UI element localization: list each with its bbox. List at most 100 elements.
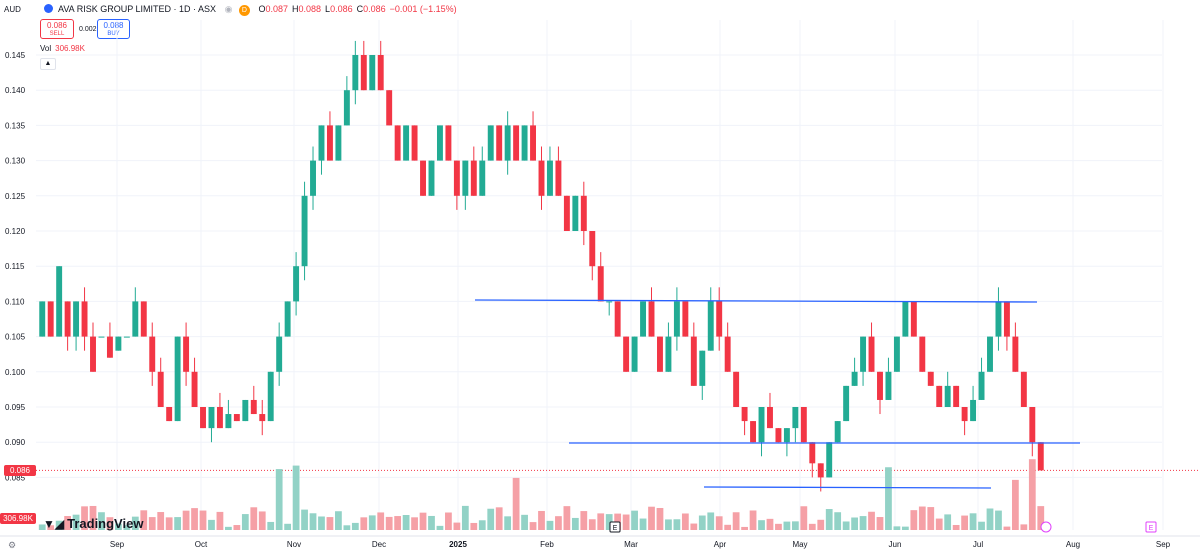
volume-bar — [55, 520, 63, 530]
time-tick-label: Jun — [889, 540, 902, 549]
volume-bar — [978, 521, 985, 530]
symbol-title[interactable]: AVA RISK GROUP LIMITED · 1D · ASX — [58, 4, 217, 14]
spread-value: 0.002 — [79, 26, 97, 33]
grid-lines — [36, 20, 1200, 530]
volume-bar — [555, 516, 562, 530]
volume-bar — [859, 516, 867, 530]
candle-body — [436, 125, 443, 161]
volume-bar — [910, 510, 918, 530]
volume-bar — [580, 511, 588, 530]
ohlc-values: O0.087 H0.088 L0.086 C0.086 −0.001 (−1.15%) — [258, 4, 460, 14]
volume-bar — [182, 510, 190, 530]
candle-body — [140, 301, 147, 337]
candle-body — [547, 160, 553, 196]
tradingview-logo[interactable]: ▼◢ TradingView — [43, 516, 143, 531]
price-tick-label: 0.145 — [5, 51, 26, 60]
candle-body — [487, 125, 494, 161]
candle-body — [90, 336, 96, 372]
chart-header: AUD AVA RISK GROUP LIMITED · 1D · ASX ◉ … — [0, 0, 1200, 20]
candle-body — [301, 195, 308, 267]
candle-body — [149, 336, 156, 372]
candle-body — [1012, 336, 1019, 372]
volume-bar — [504, 516, 512, 530]
candle-body — [64, 301, 71, 337]
candle-body — [919, 336, 926, 372]
volume-bar — [225, 526, 232, 530]
candle-body — [987, 336, 993, 372]
volume-bar — [385, 516, 393, 530]
eye-icon[interactable]: ◉ — [224, 4, 233, 14]
volume-bar — [749, 510, 757, 530]
buy-label: BUY — [107, 31, 120, 37]
candle-body — [783, 428, 790, 443]
volume-bar — [157, 512, 165, 530]
price-tick-label: 0.115 — [5, 262, 25, 271]
volume-bar — [724, 524, 732, 530]
candle-body — [690, 336, 697, 386]
volume-bar — [377, 512, 385, 530]
candle-body — [673, 301, 680, 337]
candle-body — [589, 231, 596, 267]
candle-body — [496, 125, 503, 161]
volume-bar — [208, 519, 215, 530]
earnings-marker-label: E — [1149, 525, 1154, 532]
volume-bar — [199, 510, 207, 530]
candle-body — [750, 421, 757, 443]
volume-bar — [808, 523, 816, 530]
candle-body — [98, 336, 105, 338]
candle-body — [191, 371, 198, 407]
volume-bar — [825, 509, 833, 530]
time-tick-label: Feb — [540, 540, 554, 549]
candle-body — [665, 336, 672, 372]
volume-bar — [1011, 479, 1019, 530]
ohlc-value: 0.087 — [265, 4, 289, 14]
candle-body — [293, 266, 300, 302]
time-tick-label: May — [792, 540, 807, 549]
brand-label: TradingView — [67, 516, 144, 531]
ohlc-value: 0.086 — [330, 4, 353, 14]
candle-body — [1020, 371, 1027, 407]
candle-body — [978, 371, 985, 400]
volume-bar — [597, 513, 605, 530]
candle-body — [39, 301, 46, 337]
collapse-legend-button[interactable]: ▲ — [40, 58, 56, 70]
candle-body — [699, 350, 706, 386]
candle-body — [767, 407, 773, 429]
currency-label[interactable]: AUD — [4, 5, 21, 14]
candle-body — [411, 125, 418, 161]
price-tick-label: 0.130 — [5, 157, 26, 166]
candle-body — [606, 301, 613, 303]
volume-bar — [944, 514, 952, 530]
volume-bar — [631, 510, 638, 530]
sell-button[interactable]: 0.086 SELL — [40, 19, 74, 39]
volume-bar — [766, 518, 774, 530]
candle-body — [910, 301, 917, 337]
candle-body — [809, 442, 816, 464]
candle-body — [995, 301, 1002, 337]
price-tick-label: 0.135 — [5, 121, 26, 130]
volume-bar — [791, 521, 799, 530]
dividend-marker — [1040, 521, 1052, 533]
volume-bar — [309, 513, 317, 530]
time-tick-label: Sep — [1156, 540, 1171, 549]
buy-button[interactable]: 0.088 BUY — [97, 19, 130, 39]
volume-bar — [165, 517, 173, 530]
volume-bar — [935, 518, 943, 530]
ohlc-value: 0.086 — [363, 4, 386, 14]
candle-body — [233, 414, 240, 422]
settings-icon[interactable]: ⚙ — [8, 540, 17, 550]
volume-bar — [106, 517, 114, 530]
volume-bar — [538, 510, 545, 530]
volume-bar — [292, 465, 300, 530]
candle-body — [183, 336, 190, 372]
volume-bar — [81, 506, 88, 530]
volume-bar — [588, 519, 596, 530]
volume-bar — [851, 517, 858, 530]
volume-bar — [250, 507, 258, 530]
candle-body — [597, 266, 604, 302]
candle-body — [580, 195, 587, 231]
volume-bar — [783, 521, 791, 530]
volume-bar — [318, 516, 325, 530]
trendline — [703, 486, 992, 489]
